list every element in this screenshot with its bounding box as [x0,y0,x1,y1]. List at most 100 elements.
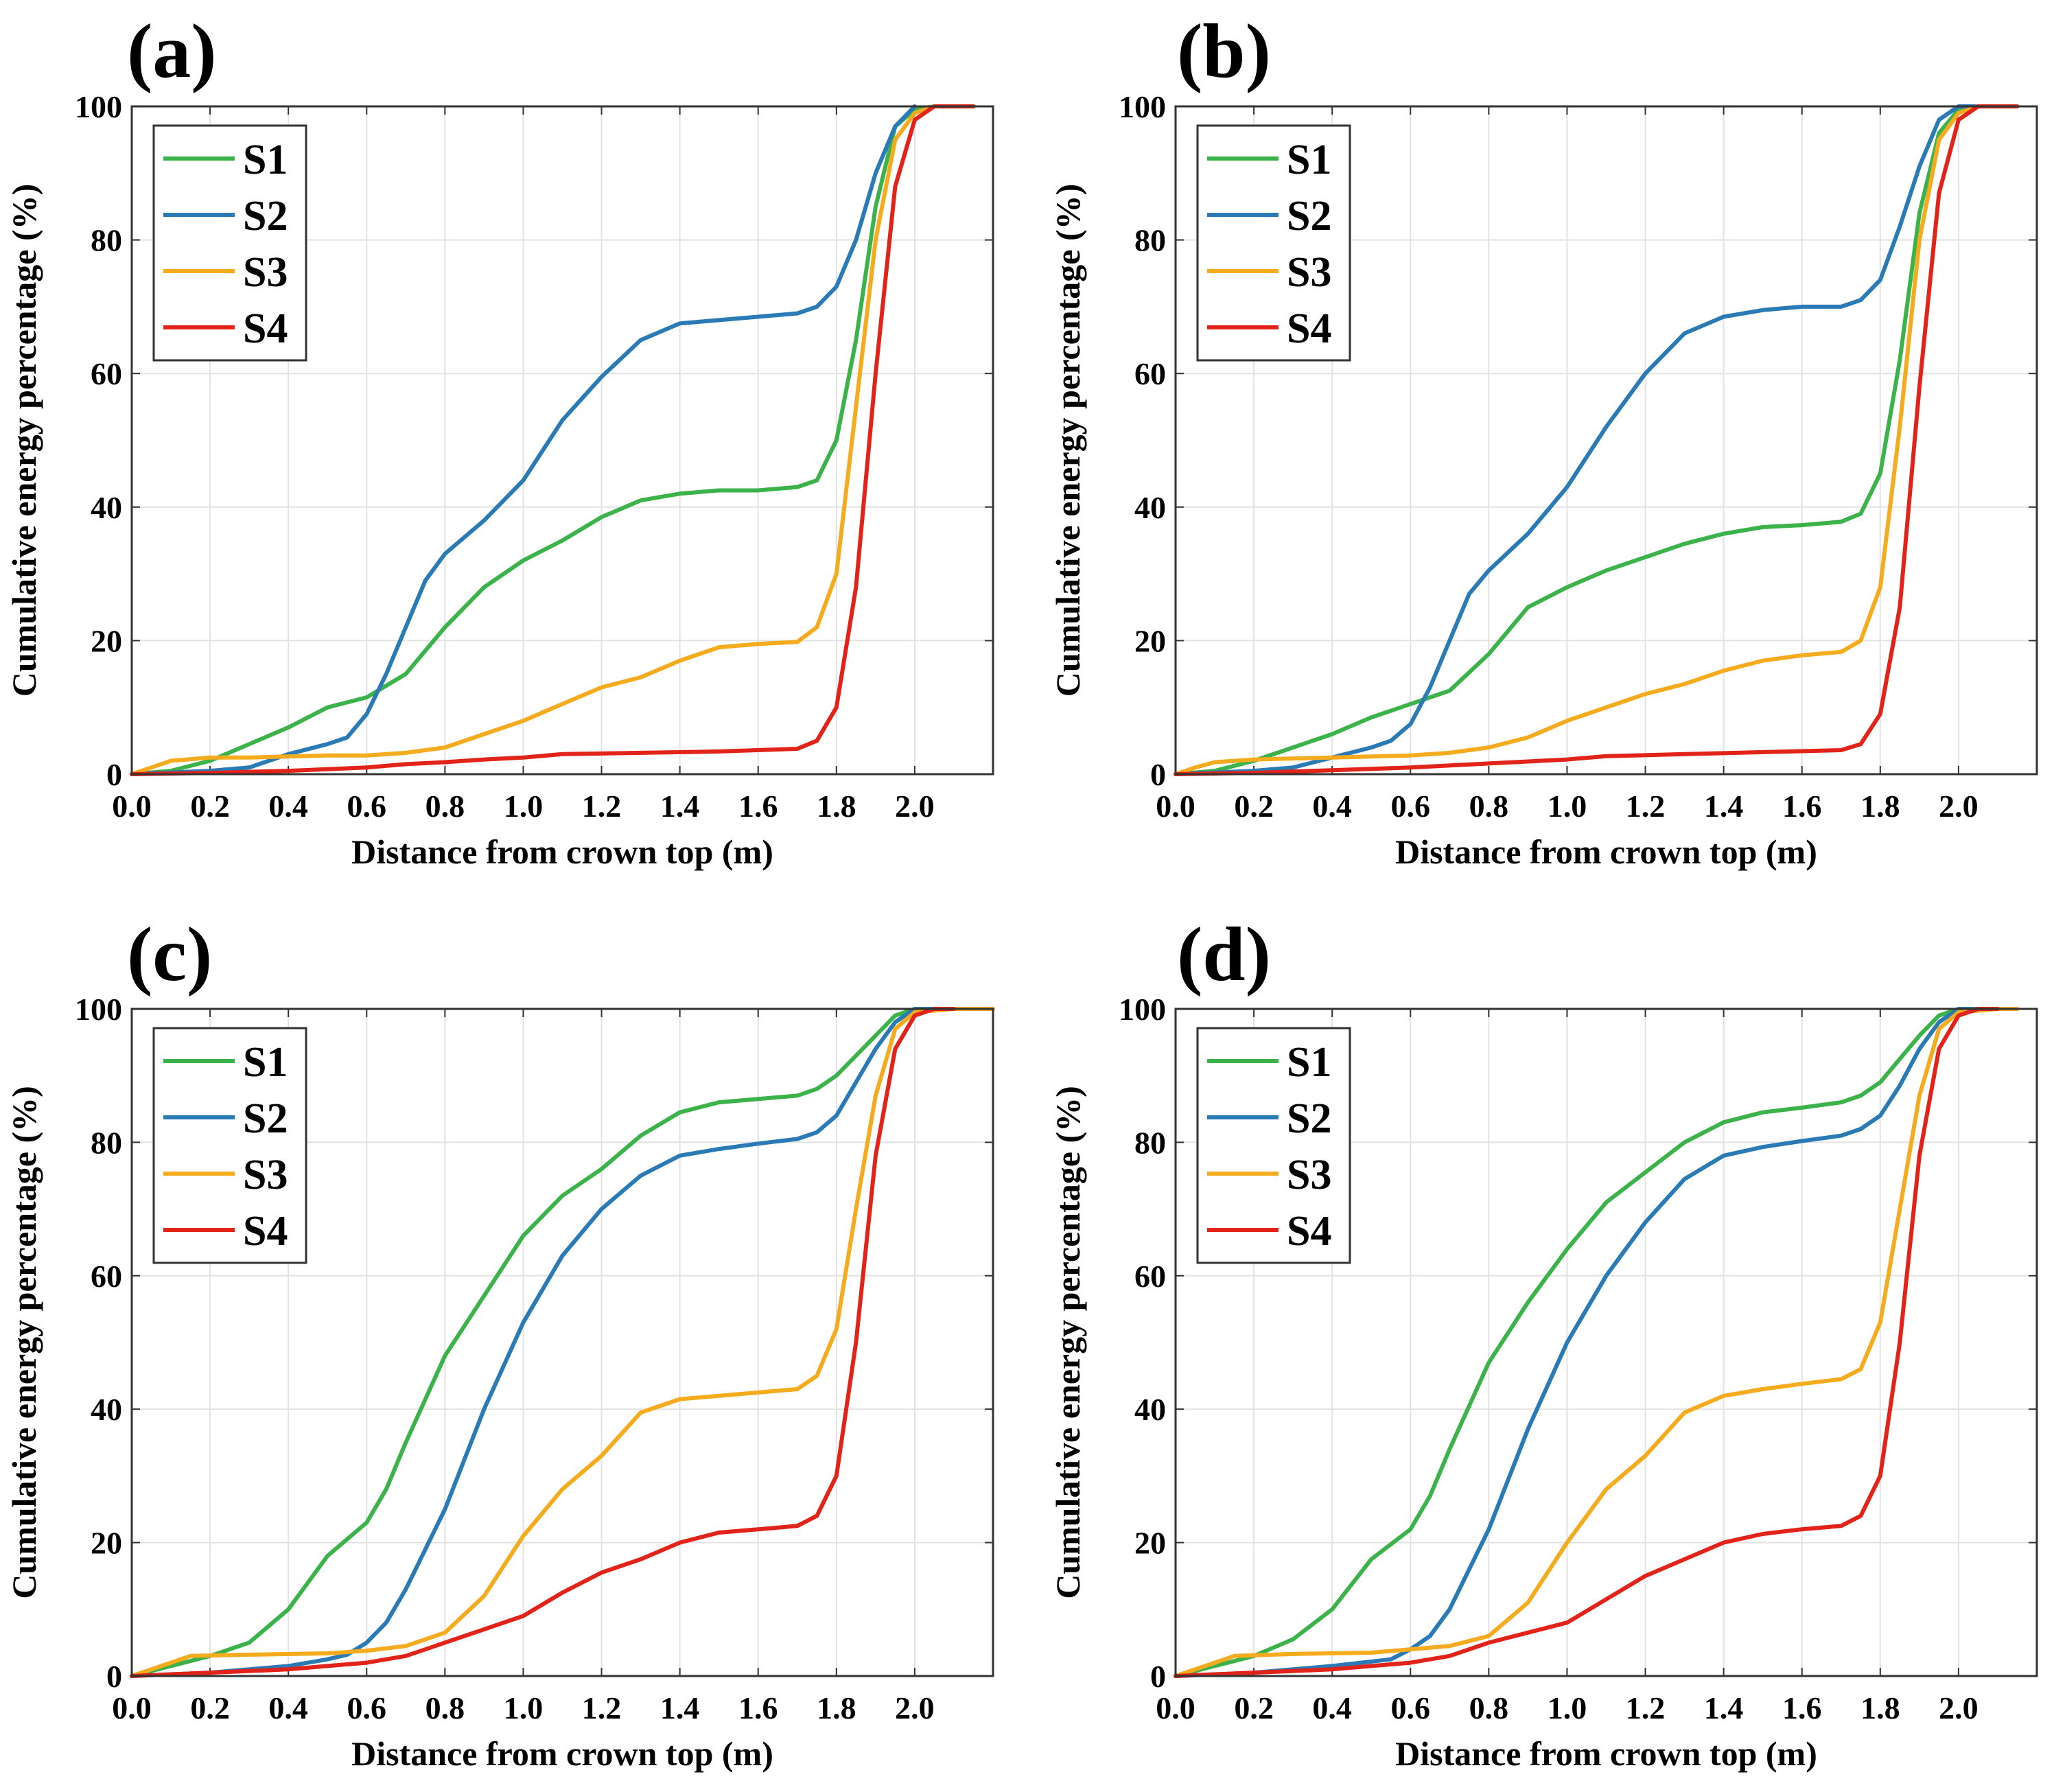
legend: S1 S2 S3 S4 [152,1027,307,1264]
x-tick-label: 1.0 [504,789,544,824]
y-axis-title: Cumulative energy percentage (%) [5,1086,43,1599]
series-line-s3 [130,1007,995,1678]
series-line-s1 [130,1007,937,1678]
legend-label-s4: S4 [1287,305,1331,352]
y-axis-title: Cumulative energy percentage (%) [1049,1086,1087,1599]
x-tick-label: 0.2 [1234,789,1274,824]
panel-label: (d) [1177,912,1271,997]
x-tick-label: 2.0 [895,789,935,824]
y-tick-label: 0 [1150,1659,1166,1694]
y-tick-label: 40 [91,1392,122,1427]
y-tick-label: 60 [1134,356,1166,391]
x-tick-label: 0.2 [190,1690,230,1725]
legend-label-s2: S2 [243,193,288,240]
legend-label-s3: S3 [1287,1152,1331,1198]
x-tick-label: 1.4 [660,1690,700,1725]
y-tick-label: 20 [1134,623,1166,658]
legend-box [152,124,307,362]
x-tick-label: 1.6 [1782,1690,1822,1725]
x-tick-label: 1.0 [1548,789,1587,824]
y-tick-label: 0 [1150,757,1166,792]
legend-label-s4: S4 [243,305,288,352]
x-tick-label: 0.4 [1312,789,1352,824]
panel-label: (a) [127,9,217,94]
x-tick-label: 0.6 [347,1690,387,1725]
x-tick-label: 0.0 [1156,789,1195,824]
x-tick-label: 1.4 [1704,789,1744,824]
x-tick-label: 0.8 [1469,1690,1509,1725]
x-tick-label: 1.6 [738,789,778,824]
legend-label-s1: S1 [1287,1039,1331,1086]
legend: S1 S2 S3 S4 [1196,124,1351,362]
x-tick-label: 1.4 [1704,1690,1744,1725]
axes-frame [130,1008,994,1677]
y-tick-label: 100 [1119,89,1166,124]
y-tick-label: 80 [91,1125,122,1160]
x-tick-label: 0.6 [1391,789,1431,824]
x-tick-label: 0.0 [1156,1690,1195,1725]
x-tick-label: 0.8 [1469,789,1509,824]
legend-label-s3: S3 [243,1152,288,1198]
x-tick-label: 0.0 [112,789,152,824]
x-tick-label: 0.8 [425,1690,465,1725]
x-tick-label: 0.6 [347,789,387,824]
panel-4: (d) 0.0 0.2 0.4 0.6 0.8 1.0 1.2 1.4 1.6 1.8 2.0 0 20 4… [1049,912,2038,1773]
series-line-s4 [130,1007,956,1678]
series-line-s4 [130,104,976,776]
y-axis-title: Cumulative energy percentage (%) [5,184,43,697]
panel-label: (c) [127,912,212,997]
series-line-s3 [130,104,937,776]
series-line-s3 [1174,104,1981,776]
x-tick-label: 1.0 [504,1690,544,1725]
legend-label-s2: S2 [1287,1095,1331,1142]
series-line-s4 [1174,104,2020,776]
legend-label-s4: S4 [1287,1208,1331,1255]
series-line-s1 [130,104,937,776]
x-axis-title: Distance from crown top (m) [351,833,773,871]
y-tick-label: 80 [91,223,122,258]
x-tick-label: 0.8 [425,789,465,824]
legend-label-s3: S3 [243,249,288,296]
y-axis-title: Cumulative energy percentage (%) [1049,184,1087,697]
axes-frame [130,105,994,776]
x-tick-label: 1.8 [1860,789,1900,824]
y-tick-label: 20 [1134,1526,1166,1561]
x-tick-label: 0.0 [112,1690,152,1725]
x-tick-label: 0.6 [1391,1690,1431,1725]
x-axis-title: Distance from crown top (m) [351,1734,773,1773]
x-tick-label: 0.4 [268,789,308,824]
axes-frame [1174,105,2038,776]
legend-label-s1: S1 [1287,137,1331,183]
x-tick-label: 2.0 [1939,789,1979,824]
legend-label-s1: S1 [243,1039,288,1086]
legend: S1 S2 S3 S4 [1196,1027,1351,1264]
legend-label-s3: S3 [1287,249,1331,296]
legend-label-s2: S2 [243,1095,288,1142]
series-line-s1 [1174,1007,1981,1678]
y-tick-label: 100 [75,992,122,1027]
y-tick-label: 60 [91,356,122,391]
x-tick-label: 0.4 [268,1690,308,1725]
y-tick-label: 60 [91,1259,122,1294]
series-line-s3 [1174,1007,2020,1678]
legend-label-s4: S4 [243,1208,288,1255]
y-tick-label: 80 [1134,1125,1166,1160]
y-tick-label: 100 [75,89,122,124]
x-tick-label: 0.2 [1234,1690,1274,1725]
x-tick-label: 0.2 [190,789,230,824]
y-tick-label: 80 [1134,223,1166,258]
series-line-s2 [130,1007,956,1678]
x-tick-label: 2.0 [1939,1690,1979,1725]
y-tick-label: 0 [106,1659,122,1694]
panel-2: (b) 0.0 0.2 0.4 0.6 0.8 1.0 1.2 1.4 1.6 1.8 2.0 0 20 4… [1049,9,2038,871]
panel-3: (c) 0.0 0.2 0.4 0.6 0.8 1.0 1.2 1.4 1.6 1.8 2.0 0 20 4… [5,912,995,1773]
x-tick-label: 1.8 [1860,1690,1900,1725]
x-tick-label: 1.2 [582,1690,622,1725]
x-axis-title: Distance from crown top (m) [1395,833,1817,871]
x-tick-label: 1.6 [1782,789,1822,824]
x-tick-label: 0.4 [1312,1690,1352,1725]
legend-box [1196,124,1351,362]
legend: S1 S2 S3 S4 [152,124,307,362]
panel-1: (a) 0.0 0.2 0.4 0.6 0.8 1.0 1.2 1.4 1.6 1.8 2.0 0 20 4… [5,9,994,871]
